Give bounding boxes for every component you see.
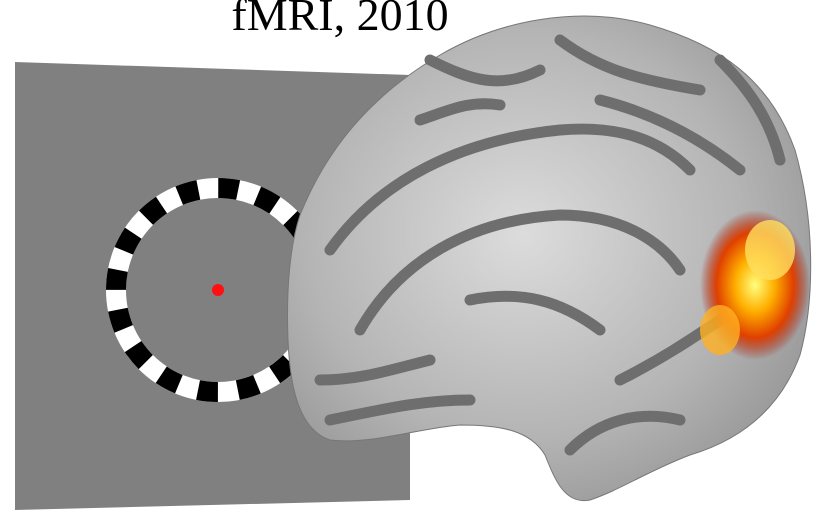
fixation-dot (212, 284, 224, 296)
activation-peak (700, 305, 740, 355)
figure: fMRI, 2010 (0, 0, 823, 513)
page: fMRI, 2010 (() => { const data = JSON.pa… (0, 0, 823, 513)
title: fMRI, 2010 (231, 0, 448, 40)
activation-peak (745, 220, 795, 280)
